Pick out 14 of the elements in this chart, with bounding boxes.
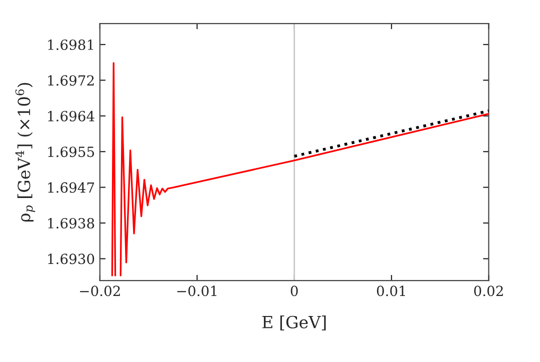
y-tick-label: 1.6930 [48, 254, 94, 264]
y-axis-title: ρ$_{p}$ [GeV$^{4}$] (×10$^{6}$) [15, 83, 36, 222]
x-tick-label: 0.02 [474, 286, 503, 296]
y-tick-label: 1.6947 [48, 182, 94, 193]
x-tick-label: −0.01 [177, 286, 216, 296]
x-axis-title: E [GeV] [262, 316, 326, 330]
x-tick-label: 0 [290, 286, 298, 296]
y-tick-label: 1.6981 [48, 39, 94, 50]
y-tick-label: 1.6938 [48, 218, 94, 228]
y-tick-label: 1.6955 [48, 146, 94, 158]
x-tick-label: −0.02 [80, 286, 120, 296]
y-tick-label: 1.6964 [48, 110, 94, 122]
y-tick-label: 1.6972 [48, 75, 94, 86]
x-tick-label: 0.01 [376, 286, 405, 296]
